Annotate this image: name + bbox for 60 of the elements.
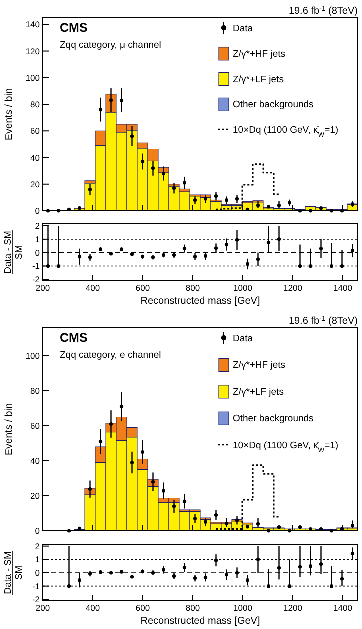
y-tick-label: -1 xyxy=(32,581,40,592)
y-tick-label: 1 xyxy=(35,234,40,244)
y-tick-label: 1 xyxy=(35,554,40,565)
y-tick-label: 80 xyxy=(30,386,40,396)
y-tick-label: 0 xyxy=(35,568,40,578)
x-tick-label: 800 xyxy=(186,603,200,613)
chart-title: 19.6 fb$^{-1}$ (8TeV) xyxy=(288,316,358,327)
y-tick-label: 80 xyxy=(30,100,40,110)
y-tick-label: 140 xyxy=(26,20,40,30)
x-axis-title: Reconstructed mass [GeV] xyxy=(140,296,260,307)
legend-label: Z/γ*+LF jets xyxy=(233,386,284,398)
y-tick-label: 0 xyxy=(35,526,40,536)
y-axis-title: Events / bin xyxy=(4,403,15,456)
legend-label: Z/γ*+LF jets xyxy=(233,74,284,86)
x-tick-label: 400 xyxy=(86,603,100,613)
y-tick-label: 40 xyxy=(30,456,40,466)
x-tick-label: 200 xyxy=(36,283,50,293)
y-tick-label: 40 xyxy=(30,152,40,163)
legend-label: Data xyxy=(233,24,254,34)
annotation: Zqq category, e channel xyxy=(60,350,162,361)
y-tick-label: 20 xyxy=(30,491,40,501)
y-tick-label: 100 xyxy=(26,72,40,83)
y-tick-label: 60 xyxy=(30,421,40,431)
legend-label: 10×Dq (1100 GeV, κ̄$_{W}$=1) xyxy=(233,125,339,139)
y-tick-label: 60 xyxy=(30,126,40,136)
y-tick-label: 100 xyxy=(26,351,40,361)
y-axis-title: Events / bin xyxy=(4,88,15,141)
x-tick-label: 1200 xyxy=(284,603,303,613)
y-tick-label: -1 xyxy=(32,261,40,272)
chart-title: 19.6 fb$^{-1}$ (8TeV) xyxy=(288,6,358,17)
y-axis-title: Data - SM SM xyxy=(3,552,25,594)
y-tick-label: 0 xyxy=(35,206,40,216)
x-tick-label: 1000 xyxy=(234,283,253,293)
y-tick-label: 2 xyxy=(35,541,40,552)
x-axis-title: Reconstructed mass [GeV] xyxy=(140,616,260,627)
y-axis-title: Data - SM SM xyxy=(3,231,25,274)
legend-label: Other backgrounds xyxy=(233,100,314,111)
legend-label: Data xyxy=(233,334,254,344)
x-tick-label: 1400 xyxy=(334,283,353,293)
x-tick-label: 200 xyxy=(36,603,50,613)
x-tick-label: 800 xyxy=(186,283,200,293)
x-tick-label: 1000 xyxy=(234,603,253,613)
x-tick-label: 400 xyxy=(86,283,100,293)
legend-label: Z/γ*+HF jets xyxy=(233,48,286,60)
y-tick-label: 120 xyxy=(26,46,40,56)
legend-label: Other backgrounds xyxy=(233,414,314,425)
x-tick-label: 1400 xyxy=(334,603,353,613)
y-tick-label: -2 xyxy=(32,274,40,285)
annotation: Zqq category, μ channel xyxy=(60,40,162,51)
x-tick-label: 1200 xyxy=(284,283,303,293)
legend-label: 10×Dq (1100 GeV, κ̄$_{W}$=1) xyxy=(233,440,339,454)
y-tick-label: 20 xyxy=(30,179,40,190)
y-tick-label: -2 xyxy=(32,594,40,605)
x-tick-label: 600 xyxy=(136,603,150,613)
legend-label: Z/γ*+HF jets xyxy=(233,360,286,372)
x-tick-label: 600 xyxy=(136,283,150,293)
annotation: CMS xyxy=(60,21,88,35)
annotation: CMS xyxy=(60,331,88,345)
y-tick-label: 0 xyxy=(35,248,40,258)
y-tick-label: 2 xyxy=(35,221,40,232)
